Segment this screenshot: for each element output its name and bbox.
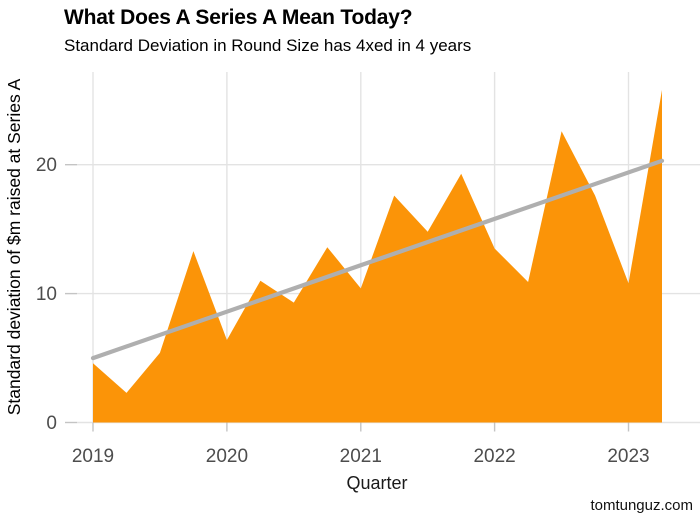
y-tick-label: 10 [36,284,57,305]
y-tick-label: 20 [36,155,57,176]
area-series-fill [93,89,662,423]
x-tick-label: 2022 [473,446,515,467]
trend-line [90,158,665,361]
x-tick-label: 2020 [206,446,248,467]
chart-title: What Does A Series A Mean Today? [64,6,413,29]
x-tick-label: 2021 [340,446,382,467]
y-tick-label: 0 [46,413,57,434]
x-tick-label: 2019 [72,446,114,467]
x-tick-label: 2023 [607,446,649,467]
chart-subtitle: Standard Deviation in Round Size has 4xe… [64,36,472,55]
y-axis-title: Standard deviation of $m raised at Serie… [4,78,24,415]
source-caption: tomtunguz.com [590,497,693,514]
x-axis-title: Quarter [346,473,407,493]
